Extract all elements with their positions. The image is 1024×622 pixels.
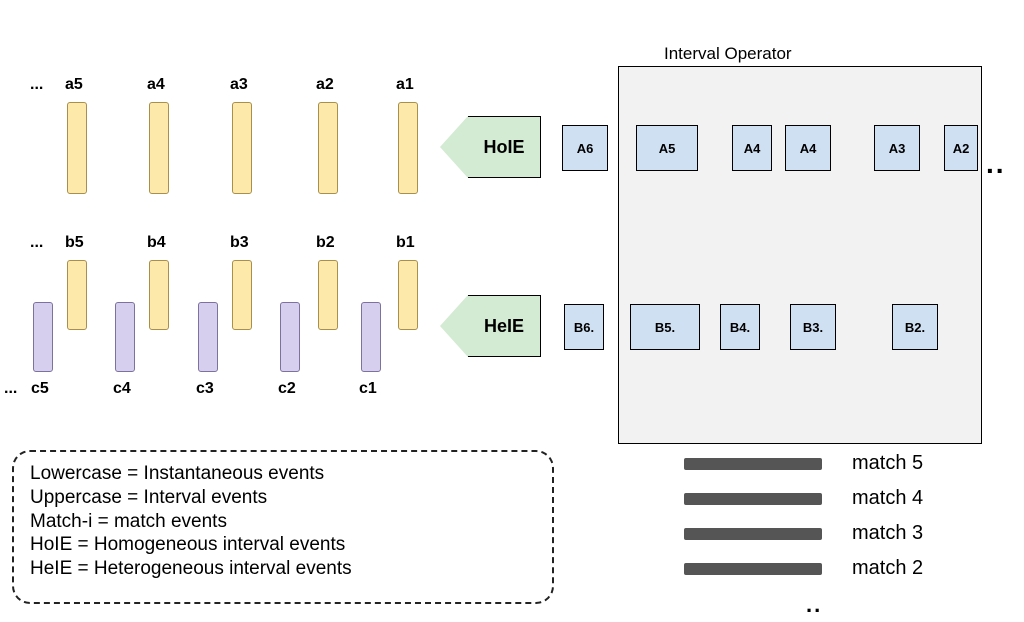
row-b-label: b1: [396, 234, 415, 252]
event-b: B6.: [564, 304, 604, 350]
row-a-ellipsis: ...: [30, 76, 43, 94]
events-a-ellipsis: ..: [986, 148, 1006, 180]
event-a: A3: [874, 125, 920, 171]
event-b: B5.: [630, 304, 700, 350]
legend-line: Match-i = match events: [30, 510, 536, 534]
legend-box: Lowercase = Instantaneous eventsUppercas…: [12, 450, 554, 604]
event-b: B3.: [790, 304, 836, 350]
event-a: A6: [562, 125, 608, 171]
match-label: match 2: [852, 557, 923, 580]
heie-arrow: HeIE: [468, 295, 541, 357]
row-c-label: c4: [113, 380, 131, 398]
interval-operator-box: [618, 66, 982, 444]
row-a-label: a4: [147, 76, 165, 94]
row-b-bar: [149, 260, 169, 330]
row-c-label: c2: [278, 380, 296, 398]
row-b-bar: [67, 260, 87, 330]
event-a: A4: [732, 125, 772, 171]
row-c-label: c1: [359, 380, 377, 398]
row-a-label: a5: [65, 76, 83, 94]
legend-line: Lowercase = Instantaneous events: [30, 462, 536, 486]
legend-line: Uppercase = Interval events: [30, 486, 536, 510]
row-a-label: a2: [316, 76, 334, 94]
event-b: B2.: [892, 304, 938, 350]
row-b-label: b3: [230, 234, 249, 252]
interval-operator-title: Interval Operator: [664, 44, 792, 64]
row-c-bar: [115, 302, 135, 372]
row-a-bar: [318, 102, 338, 194]
event-b: B4.: [720, 304, 760, 350]
row-b-bar: [398, 260, 418, 330]
match-bar: [684, 563, 822, 575]
row-c-bar: [361, 302, 381, 372]
row-b-label: b4: [147, 234, 166, 252]
hoie-arrow-head: [440, 116, 468, 178]
hoie-arrow: HoIE: [468, 116, 541, 178]
row-b-label: b2: [316, 234, 335, 252]
event-a: A2: [944, 125, 978, 171]
row-b-label: b5: [65, 234, 84, 252]
match-bar: [684, 493, 822, 505]
row-c-ellipsis: ...: [4, 380, 17, 398]
row-a-bar: [149, 102, 169, 194]
match-label: match 4: [852, 487, 923, 510]
event-a: A5: [636, 125, 698, 171]
row-a-bar: [67, 102, 87, 194]
match-label: match 5: [852, 452, 923, 475]
row-c-bar: [280, 302, 300, 372]
row-c-bar: [198, 302, 218, 372]
row-b-bar: [232, 260, 252, 330]
row-b-bar: [318, 260, 338, 330]
legend-line: HoIE = Homogeneous interval events: [30, 533, 536, 557]
match-bar: [684, 528, 822, 540]
matches-ellipsis: ..: [806, 592, 822, 618]
row-a-label: a3: [230, 76, 248, 94]
match-bar: [684, 458, 822, 470]
row-a-bar: [398, 102, 418, 194]
row-b-ellipsis: ...: [30, 234, 43, 252]
match-label: match 3: [852, 522, 923, 545]
row-a-label: a1: [396, 76, 414, 94]
row-c-bar: [33, 302, 53, 372]
row-c-label: c3: [196, 380, 214, 398]
legend-line: HeIE = Heterogeneous interval events: [30, 557, 536, 581]
row-c-label: c5: [31, 380, 49, 398]
row-a-bar: [232, 102, 252, 194]
heie-arrow-head: [440, 295, 468, 357]
event-a: A4: [785, 125, 831, 171]
